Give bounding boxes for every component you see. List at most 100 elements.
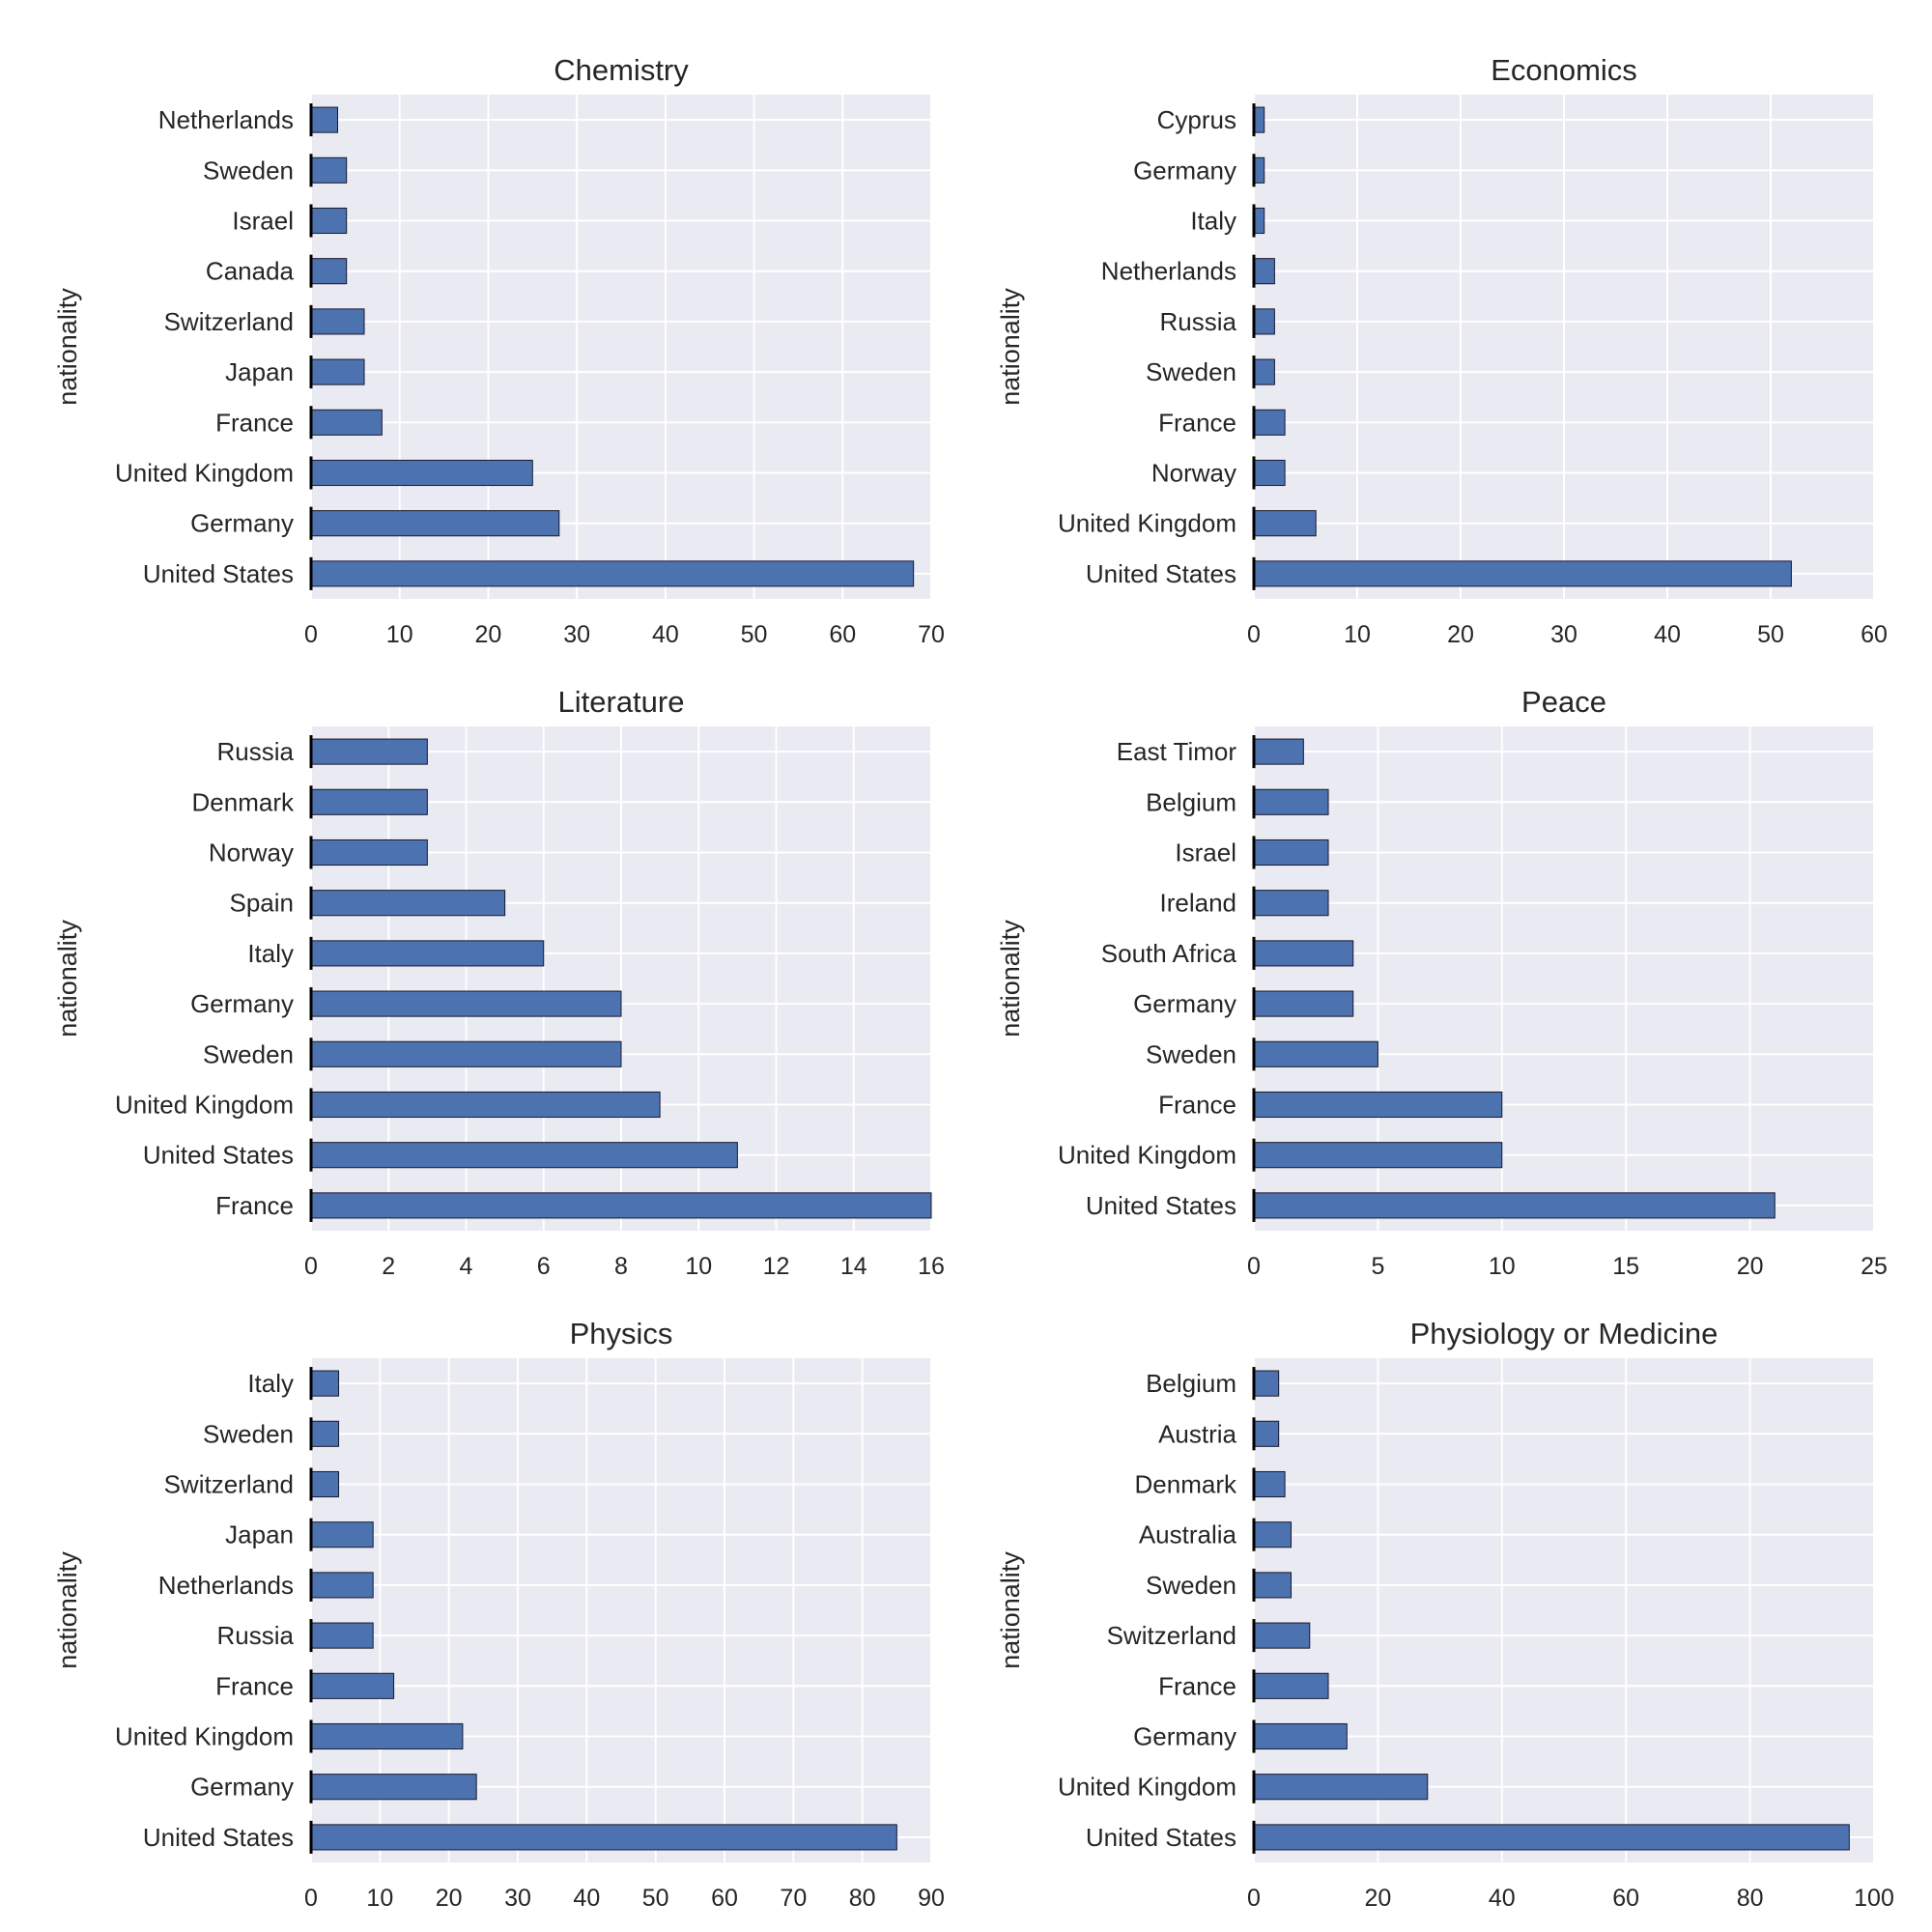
x-tick-label: 70 bbox=[918, 621, 945, 648]
category-label: France bbox=[1158, 1671, 1236, 1700]
x-tick-label: 15 bbox=[1612, 1253, 1639, 1280]
bar bbox=[310, 1420, 340, 1447]
category-label: Canada bbox=[206, 257, 295, 286]
x-tick-label: 30 bbox=[563, 621, 590, 648]
bar bbox=[310, 358, 365, 385]
panel-physiology-or-medicine: 0 20 40 60 80 100 Belgium Austria Denmark Austral… bbox=[996, 1317, 1894, 1912]
category-label: Sweden bbox=[203, 1039, 294, 1068]
bar bbox=[310, 1824, 897, 1851]
category-label: United States bbox=[1086, 559, 1236, 588]
bar bbox=[1253, 940, 1354, 967]
bar bbox=[1253, 1040, 1378, 1067]
x-tick-label: 6 bbox=[537, 1253, 551, 1280]
y-axis-label: nationality bbox=[996, 920, 1025, 1037]
category-label: United States bbox=[143, 1823, 294, 1852]
category-label: Australia bbox=[1139, 1520, 1237, 1549]
bar bbox=[310, 940, 545, 967]
category-label: United Kingdom bbox=[115, 1722, 294, 1751]
bar bbox=[310, 738, 428, 765]
x-tick-label: 50 bbox=[1757, 621, 1784, 648]
bar bbox=[310, 1572, 374, 1599]
bar bbox=[310, 510, 560, 537]
x-tick-label: 20 bbox=[1364, 1885, 1391, 1912]
y-axis-label: nationality bbox=[53, 288, 82, 406]
category-label: United States bbox=[143, 559, 294, 588]
x-tick-label: 20 bbox=[475, 621, 502, 648]
bar bbox=[310, 1192, 932, 1219]
panel-chemistry: 0 10 20 30 40 50 60 70 Netherlands Sweden Israel Ca… bbox=[53, 53, 945, 648]
bar bbox=[310, 106, 339, 133]
bar bbox=[310, 409, 383, 436]
category-label: Spain bbox=[230, 889, 295, 918]
panel-physics: 0 10 20 30 40 50 60 70 80 90 Italy Sweden Switzerlan… bbox=[53, 1317, 945, 1912]
category-label: Russia bbox=[1160, 307, 1237, 336]
bar bbox=[1253, 1420, 1280, 1447]
category-label: Sweden bbox=[203, 156, 294, 185]
bar bbox=[1253, 258, 1275, 285]
x-tick-label: 4 bbox=[460, 1253, 473, 1280]
x-tick-label: 0 bbox=[304, 1253, 318, 1280]
x-tick-label: 0 bbox=[304, 621, 318, 648]
bar bbox=[310, 207, 348, 235]
panel-title: Literature bbox=[558, 685, 685, 719]
x-tick-label: 0 bbox=[1247, 1885, 1261, 1912]
bar bbox=[1253, 409, 1286, 436]
bar bbox=[1253, 106, 1265, 133]
bar bbox=[1253, 459, 1286, 487]
category-label: France bbox=[1158, 408, 1236, 437]
y-axis-label: nationality bbox=[996, 288, 1025, 406]
category-label: Switzerland bbox=[164, 307, 294, 336]
bar bbox=[1253, 1370, 1280, 1397]
panel-economics: 0 10 20 30 40 50 60 Cyprus Germany Italy Netherlan… bbox=[996, 53, 1888, 648]
y-axis-label: nationality bbox=[53, 1551, 82, 1669]
category-label: Germany bbox=[190, 989, 294, 1018]
bar bbox=[1253, 1091, 1503, 1119]
y-axis-label: nationality bbox=[996, 1551, 1025, 1669]
category-label: Israel bbox=[232, 207, 294, 236]
bar bbox=[1253, 890, 1329, 917]
x-tick-label: 0 bbox=[1247, 621, 1261, 648]
category-label: Israel bbox=[1175, 838, 1236, 867]
x-tick-label: 0 bbox=[1247, 1253, 1261, 1280]
category-label: Ireland bbox=[1160, 889, 1237, 918]
category-label: Switzerland bbox=[1107, 1621, 1236, 1650]
category-label: Russia bbox=[217, 1621, 295, 1650]
x-tick-label: 12 bbox=[763, 1253, 790, 1280]
x-tick-label: 10 bbox=[386, 621, 413, 648]
bar bbox=[1253, 1192, 1776, 1219]
category-label: Japan bbox=[225, 1520, 294, 1549]
x-tick-label: 0 bbox=[304, 1885, 318, 1912]
panel-title: Physiology or Medicine bbox=[1410, 1317, 1719, 1350]
category-label: France bbox=[215, 408, 294, 437]
bar bbox=[310, 788, 428, 815]
bar bbox=[1253, 1470, 1286, 1498]
bar bbox=[310, 990, 622, 1017]
category-label: Germany bbox=[190, 1773, 294, 1802]
x-tick-label: 8 bbox=[614, 1253, 628, 1280]
bar bbox=[1253, 1672, 1329, 1699]
category-label: Germany bbox=[190, 509, 294, 538]
x-tick-label: 10 bbox=[685, 1253, 712, 1280]
panel-title: Peace bbox=[1521, 685, 1606, 719]
bar bbox=[310, 1040, 622, 1067]
panel-literature: 0 2 4 6 8 10 12 14 16 Russia Denmark Norway Spain Ita… bbox=[53, 685, 945, 1280]
category-label: Italy bbox=[247, 1369, 294, 1398]
panel-title: Chemistry bbox=[554, 53, 689, 87]
x-tick-label: 60 bbox=[1612, 1885, 1639, 1912]
bar bbox=[1253, 510, 1317, 537]
bar bbox=[310, 1521, 374, 1548]
x-tick-label: 60 bbox=[1861, 621, 1888, 648]
bar bbox=[1253, 1622, 1311, 1649]
category-label: Sweden bbox=[1146, 357, 1236, 386]
x-tick-label: 40 bbox=[573, 1885, 600, 1912]
bar bbox=[1253, 358, 1275, 385]
bar bbox=[310, 258, 348, 285]
x-tick-label: 14 bbox=[840, 1253, 867, 1280]
bar bbox=[1253, 838, 1329, 867]
bar bbox=[1253, 1774, 1429, 1801]
category-label: Norway bbox=[1151, 459, 1236, 488]
x-tick-label: 16 bbox=[918, 1253, 945, 1280]
bar bbox=[310, 1470, 340, 1498]
bar bbox=[310, 1091, 661, 1119]
